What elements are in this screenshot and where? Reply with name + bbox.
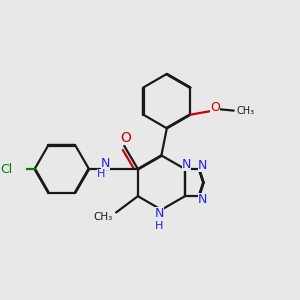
Text: N: N — [198, 159, 207, 172]
Text: CH₃: CH₃ — [93, 212, 112, 222]
Text: N: N — [154, 206, 164, 220]
Text: O: O — [210, 101, 220, 114]
Text: N: N — [100, 157, 110, 169]
Text: N: N — [198, 193, 207, 206]
Text: O: O — [120, 131, 131, 145]
Text: Cl: Cl — [0, 163, 12, 176]
Text: CH₃: CH₃ — [236, 106, 254, 116]
Text: N: N — [182, 158, 191, 171]
Text: H: H — [97, 169, 105, 179]
Text: H: H — [155, 220, 164, 230]
